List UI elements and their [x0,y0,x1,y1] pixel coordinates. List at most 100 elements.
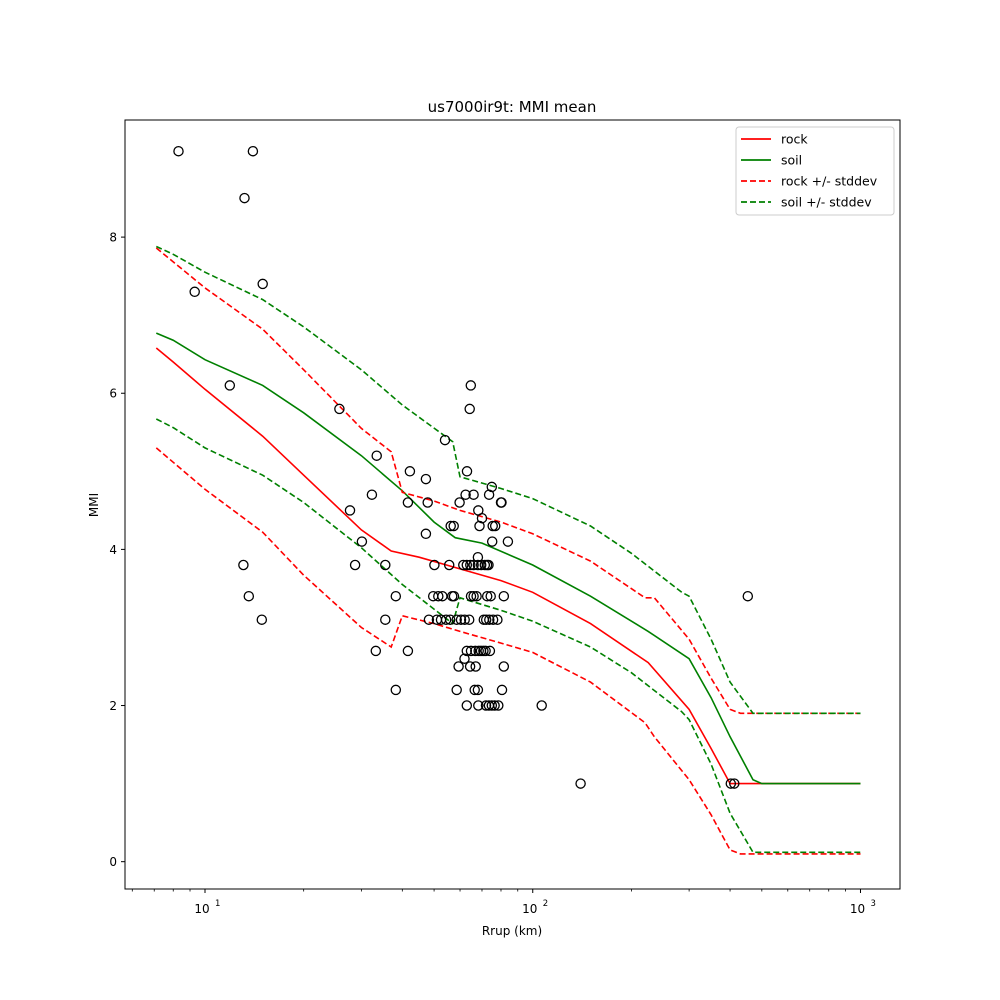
chart-title: us7000ir9t: MMI mean [428,98,597,116]
scatter-point [189,286,200,298]
scatter-point [481,590,493,602]
scatter-point [465,380,477,391]
scatter-point [451,684,462,696]
scatter-point [461,645,473,657]
scatter-point [492,614,503,625]
scatter-point [472,684,484,696]
scatter-layer [173,145,754,789]
y-tick-label: 2 [109,699,117,713]
scatter-point [484,614,495,625]
scatter-point [487,614,499,625]
scatter-point [465,590,477,602]
x-tick-exponent: 3 [870,899,875,909]
scatter-point [256,614,268,625]
series-line-rock-stddev [155,247,861,715]
y-tick-label: 0 [109,855,117,869]
y-axis: 0 2 4 6 8 [109,231,125,869]
scatter-point [454,497,465,508]
legend-label: rock +/- stddev [781,174,878,189]
scatter-point [575,778,586,789]
series-line-rock-stddev-lower [155,447,861,855]
y-axis-label: MMI [87,493,101,517]
scatter-point [459,653,470,664]
scatter-point [444,614,456,625]
scatter-point [366,489,378,500]
scatter-point [474,520,485,532]
scatter-point [486,700,498,711]
scatter-point [344,505,356,516]
scatter-point [458,559,469,571]
scatter-point [390,684,402,696]
scatter-point [402,497,414,508]
scatter-point [468,590,479,602]
scatter-point [489,520,501,532]
legend-label: soil +/- stddev [781,195,872,210]
scatter-point [380,614,391,625]
scatter-point [496,684,508,696]
scatter-point [469,684,480,696]
scatter-point [459,614,470,625]
x-axis-label: Rrup (km) [482,924,542,938]
scatter-point [224,380,236,391]
scatter-point [468,489,479,500]
scatter-point [473,700,484,711]
scatter-point [453,661,464,672]
scatter-point [742,590,754,602]
scatter-point [486,481,498,493]
plot-frame [124,119,901,890]
scatter-point [448,590,460,602]
scatter-point [461,700,473,711]
scatter-point [371,450,382,461]
scatter-point [470,645,481,657]
scatter-point [420,473,432,485]
scatter-point [370,645,382,657]
scatter-point [422,497,433,508]
scatter-point [471,590,482,602]
scatter-point [173,145,184,157]
legend: rock soil rock +/- stddev soil +/- stddev [735,126,895,216]
scatter-point [443,559,455,571]
scatter-point [429,559,440,571]
scatter-point [238,559,249,571]
x-tick-label: 10 [194,902,209,916]
scatter-point [439,434,451,446]
scatter-point [356,536,368,547]
x-axis: 10 1 10 2 10 3 [131,889,876,916]
scatter-point [484,645,496,657]
scatter-point [495,497,507,508]
scatter-point [257,278,268,290]
y-tick-label: 4 [109,543,117,557]
x-tick-label: 10 [850,902,865,916]
scatter-point [402,645,414,657]
legend-label: soil [781,153,802,168]
scatter-point [485,590,496,602]
scatter-point [420,528,432,540]
scatter-point [483,559,494,571]
scatter-point [433,590,444,602]
x-tick-label: 10 [522,902,537,916]
scatter-point [493,700,504,711]
x-tick-exponent: 1 [215,899,220,909]
scatter-point [451,614,462,625]
scatter-point [463,614,475,625]
scatter-point [460,489,471,500]
scatter-point [380,559,391,571]
scatter-point [465,645,477,657]
scatter-point [498,661,510,672]
series-line-soil-stddev [155,245,861,715]
scatter-point [475,559,487,571]
scatter-point [445,520,456,532]
y-tick-label: 6 [109,387,117,401]
scatter-point [536,700,547,711]
scatter-point [440,614,452,625]
scatter-point [473,505,484,516]
scatter-point [239,192,250,204]
legend-box [735,126,895,216]
series-line-soil [155,332,861,785]
scatter-point [247,145,259,157]
scatter-point [468,559,479,571]
scatter-point [448,520,459,532]
scatter-point [486,536,498,547]
scatter-point [404,466,416,477]
scatter-point [461,466,473,477]
